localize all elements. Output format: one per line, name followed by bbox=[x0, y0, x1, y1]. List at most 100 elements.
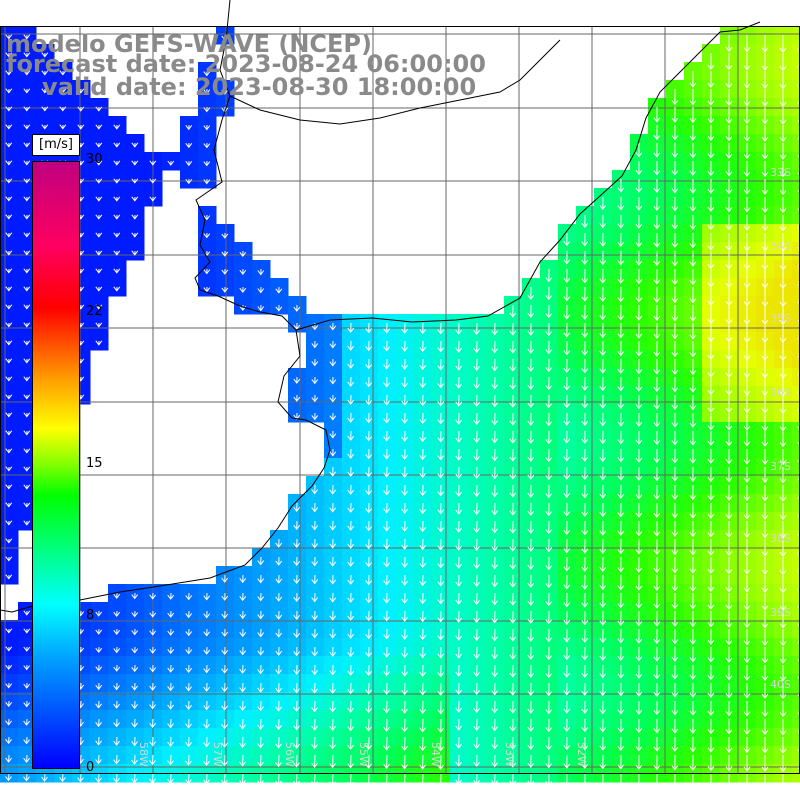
wind-arrow bbox=[725, 215, 733, 231]
wind-arrow bbox=[563, 556, 571, 572]
wind-arrow bbox=[77, 124, 85, 130]
wind-arrow bbox=[509, 754, 517, 768]
wind-arrow bbox=[473, 574, 481, 588]
wind-arrow bbox=[41, 106, 49, 112]
wind-arrow bbox=[509, 664, 517, 678]
wind-arrow bbox=[113, 142, 121, 148]
wind-arrow bbox=[545, 268, 553, 283]
wind-arrow bbox=[23, 70, 31, 76]
wind-arrow bbox=[167, 682, 174, 692]
wind-arrow bbox=[671, 610, 679, 627]
wind-arrow bbox=[491, 502, 499, 516]
wind-arrow bbox=[167, 772, 174, 784]
wind-arrow bbox=[581, 628, 589, 643]
wind-arrow bbox=[383, 646, 391, 658]
wind-arrow bbox=[779, 431, 787, 448]
wind-arrow bbox=[383, 412, 391, 424]
wind-arrow bbox=[95, 286, 103, 292]
wind-arrow bbox=[293, 700, 300, 712]
wind-arrow bbox=[221, 682, 228, 693]
wind-arrow bbox=[473, 538, 481, 552]
wind-arrow bbox=[491, 448, 499, 462]
wind-arrow bbox=[113, 214, 121, 220]
wind-arrow bbox=[725, 413, 733, 431]
wind-arrow bbox=[653, 448, 661, 464]
wind-arrow bbox=[419, 628, 427, 641]
model-title: modelo GEFS-WAVE (NCEP) bbox=[6, 30, 372, 58]
longitude-label: 53W bbox=[503, 742, 516, 767]
wind-arrow bbox=[257, 592, 265, 602]
wind-arrow bbox=[491, 682, 499, 696]
wind-arrow bbox=[779, 683, 787, 700]
wind-arrow bbox=[671, 106, 679, 123]
wind-arrow bbox=[23, 754, 30, 764]
wind-arrow bbox=[689, 430, 697, 446]
wind-arrow bbox=[401, 322, 409, 334]
wind-arrow bbox=[419, 358, 427, 371]
wind-arrow bbox=[653, 160, 661, 176]
wind-arrow bbox=[599, 412, 607, 427]
wind-arrow bbox=[23, 376, 31, 382]
wind-arrow bbox=[23, 502, 31, 508]
wind-arrow bbox=[761, 53, 769, 71]
wind-arrow bbox=[599, 664, 607, 679]
wind-arrow bbox=[419, 466, 427, 479]
wind-arrow bbox=[545, 772, 553, 787]
wind-arrow bbox=[329, 538, 337, 549]
wind-arrow bbox=[419, 754, 426, 770]
wind-arrow bbox=[581, 394, 589, 409]
wind-arrow bbox=[5, 700, 13, 708]
wind-arrow bbox=[761, 719, 769, 736]
wind-arrow bbox=[725, 125, 733, 142]
wind-arrow bbox=[671, 232, 679, 248]
wind-arrow bbox=[167, 718, 174, 729]
wind-arrow bbox=[725, 233, 733, 251]
wind-arrow bbox=[23, 250, 31, 256]
wind-arrow bbox=[707, 412, 715, 431]
wind-arrow bbox=[779, 125, 787, 143]
colorbar-tick-8: 8 bbox=[86, 608, 95, 623]
wind-arrow bbox=[707, 664, 715, 681]
latitude-label: 38S bbox=[770, 532, 791, 545]
wind-arrow bbox=[473, 340, 481, 354]
wind-arrow bbox=[419, 448, 427, 461]
wind-arrow bbox=[257, 772, 264, 786]
wind-arrow bbox=[23, 700, 31, 708]
wind-speed-cell bbox=[792, 674, 800, 693]
wind-arrow bbox=[221, 664, 228, 674]
wind-arrow bbox=[689, 340, 697, 358]
wind-arrow bbox=[383, 340, 391, 352]
wind-arrow bbox=[383, 754, 390, 770]
wind-arrow bbox=[5, 754, 12, 763]
wind-arrow bbox=[509, 448, 517, 462]
wind-arrow bbox=[23, 430, 31, 436]
wind-arrow bbox=[743, 665, 751, 681]
wind-arrow bbox=[95, 646, 103, 654]
wind-arrow bbox=[761, 755, 769, 772]
wind-arrow bbox=[509, 646, 517, 660]
wind-arrow bbox=[365, 340, 373, 352]
wind-arrow bbox=[653, 754, 661, 771]
wind-arrow bbox=[275, 664, 282, 675]
wind-arrow bbox=[491, 358, 499, 372]
wind-arrow bbox=[617, 646, 625, 662]
wind-arrow bbox=[5, 736, 12, 745]
wind-arrow bbox=[581, 304, 589, 320]
wind-arrow bbox=[419, 322, 427, 335]
wind-arrow bbox=[635, 610, 643, 627]
wind-arrow bbox=[581, 700, 589, 714]
wind-arrow bbox=[761, 593, 769, 611]
wind-arrow bbox=[437, 718, 445, 733]
wind-arrow bbox=[329, 340, 337, 349]
wind-arrow bbox=[311, 358, 319, 367]
wind-arrow bbox=[653, 502, 661, 519]
wind-arrow bbox=[761, 503, 769, 520]
wind-arrow bbox=[329, 376, 337, 385]
wind-arrow bbox=[527, 736, 535, 750]
wind-arrow bbox=[743, 467, 751, 483]
wind-arrow bbox=[581, 592, 589, 608]
wind-arrow bbox=[455, 322, 463, 335]
wind-arrow bbox=[401, 610, 409, 622]
wind-arrow bbox=[743, 593, 751, 611]
wind-arrow bbox=[401, 340, 409, 352]
